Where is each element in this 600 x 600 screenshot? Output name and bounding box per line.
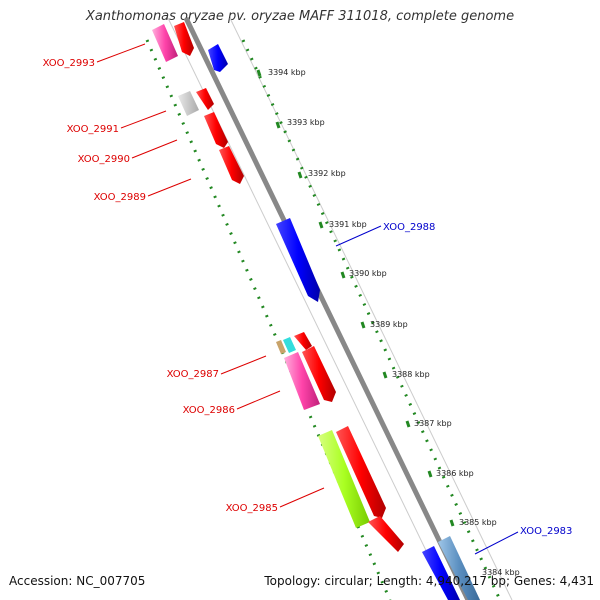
scale-tick-label: 3390 kbp	[349, 269, 387, 278]
scale-tick-label: 3389 kbp	[370, 320, 408, 329]
gene-label-xoo-2985[interactable]: XOO_2985	[226, 503, 278, 514]
leader-xoo-2983	[474, 531, 519, 555]
scale-tick-label: 3394 kbp	[268, 68, 306, 77]
scale-tick-label: 3386 kbp	[436, 469, 474, 478]
accession-text: Accession: NC_007705	[9, 574, 146, 588]
leader-xoo-2986	[236, 390, 281, 410]
gene-xoo-2984[interactable]	[336, 426, 386, 518]
gene-xoo-2990[interactable]	[204, 112, 228, 148]
gene-label-xoo-2993[interactable]: XOO_2993	[43, 58, 95, 69]
leader-xoo-2985	[279, 487, 325, 508]
gene-label-xoo-2988[interactable]: XOO_2988	[383, 222, 435, 233]
gene-xoo-2987a[interactable]	[276, 340, 286, 354]
genome-title: Xanthomonas oryzae pv. oryzae MAFF 31101…	[85, 9, 515, 24]
leader-xoo-2990	[131, 139, 178, 159]
gene-label-xoo-2991[interactable]: XOO_2991	[67, 124, 119, 135]
scale-tick-label: 3387 kbp	[414, 419, 452, 428]
gene-xoo-2986b[interactable]	[302, 346, 336, 402]
gene-label-xoo-2989[interactable]: XOO_2989	[94, 192, 146, 203]
gene-xoo-2993[interactable]	[152, 24, 178, 62]
scale-tick-label: 3384 kbp	[482, 568, 520, 577]
gene-xoo-2987b[interactable]	[283, 337, 296, 353]
leader-xoo-2987	[220, 355, 267, 375]
gene-xoo-2983a[interactable]	[422, 546, 460, 600]
gene-xoo-2983b[interactable]	[438, 536, 480, 600]
position-ruler-left	[145, 39, 392, 600]
gene-xoo-2989[interactable]	[219, 146, 244, 184]
gene-xoo-2992[interactable]	[174, 22, 194, 56]
gene-xoo-2984b[interactable]	[368, 516, 404, 552]
gene-label-xoo-2986[interactable]: XOO_2986	[183, 405, 235, 416]
leader-xoo-2989	[147, 178, 192, 197]
leader-xoo-2988	[335, 225, 382, 247]
gene-label-xoo-2983[interactable]: XOO_2983	[520, 526, 572, 537]
gene-label-xoo-2990[interactable]: XOO_2990	[78, 154, 130, 165]
leader-xoo-2993	[96, 43, 146, 63]
scale-tick-label: 3391 kbp	[329, 220, 367, 229]
gene-label-xoo-2987[interactable]: XOO_2987	[167, 369, 219, 380]
gene-xoo-2991[interactable]	[178, 91, 199, 116]
scale-major-ticks	[256, 69, 455, 527]
gene-xoo-2988[interactable]	[276, 218, 320, 302]
topology-text: Topology: circular; Length: 4,940,217 bp…	[264, 574, 594, 588]
gene-2991b[interactable]	[196, 88, 214, 110]
genome-backbone	[183, 16, 471, 600]
band-edge-right	[229, 17, 513, 600]
scale-tick-label: 3385 kbp	[459, 518, 497, 527]
leader-xoo-2991	[120, 110, 167, 129]
gene-xoo-2986[interactable]	[284, 352, 320, 410]
scale-tick-label: 3393 kbp	[287, 118, 325, 127]
scale-tick-label: 3392 kbp	[308, 169, 346, 178]
scale-tick-label: 3388 kbp	[392, 370, 430, 379]
gene-plus-2994[interactable]	[208, 44, 228, 72]
gene-xoo-2985[interactable]	[318, 430, 370, 528]
gene-xoo-2987c[interactable]	[294, 332, 312, 350]
